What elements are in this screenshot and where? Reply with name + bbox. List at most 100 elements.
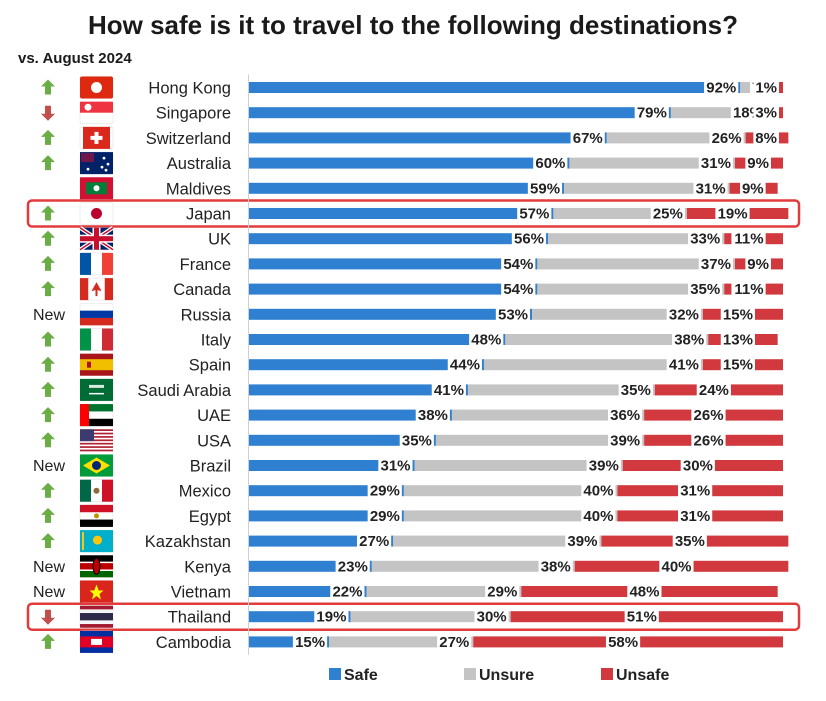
data-label-unsafe-japan: 19%: [718, 206, 748, 223]
flag-mexico-icon: [79, 479, 114, 502]
bar-safe-cambodia: [249, 636, 330, 648]
data-label-unsure-spain: 41%: [669, 357, 699, 374]
data-label-background: [659, 556, 694, 577]
bar-unsure-spain: [483, 359, 703, 371]
bar-safe-italy: [249, 334, 506, 345]
data-label-background: [447, 354, 482, 375]
country-label-kazakhstan: Kazakhstan: [145, 533, 231, 551]
data-label-background: [698, 253, 733, 274]
flag-spain-icon: [79, 353, 114, 376]
country-label-egypt: Egypt: [189, 508, 232, 526]
bar-safe-switzerland: [249, 132, 607, 144]
data-label-background: [501, 279, 536, 300]
data-label-safe-thailand: 19%: [316, 609, 346, 626]
data-label-background: [367, 505, 402, 526]
data-label-background: [586, 455, 621, 476]
arrow-up-icon: [41, 533, 55, 549]
country-label-france: France: [180, 256, 231, 274]
legend-swatch-unsure: [464, 668, 476, 680]
data-label-background: [607, 430, 643, 451]
data-label-background: [672, 531, 707, 552]
chart-title: How safe is it to travel to the followin…: [87, 10, 739, 40]
data-label-unsafe-australia: 9%: [747, 155, 769, 172]
flag-canada-icon: [79, 277, 114, 301]
data-label-safe-brazil: 31%: [381, 458, 411, 475]
country-label-uae: UAE: [197, 407, 231, 425]
highlight-box-thailand: [26, 602, 801, 631]
data-label-safe-kenya: 23%: [338, 558, 368, 575]
data-label-background: [678, 480, 713, 501]
data-label-unsure-usa: 39%: [610, 432, 640, 449]
data-label-unsure-kenya: 38%: [541, 558, 571, 575]
country-label-italy: Italy: [201, 332, 232, 350]
data-label-background: [469, 329, 504, 350]
data-label-background: [704, 77, 739, 98]
flag-hong-kong-icon: [79, 76, 114, 99]
bar-safe-japan: [249, 208, 554, 219]
data-label-background: [511, 228, 547, 249]
data-label-background: [570, 127, 605, 148]
data-label-safe-kazakhstan: 27%: [359, 533, 389, 550]
data-label-background: [292, 631, 328, 652]
data-label-background: [740, 178, 766, 199]
bar-safe-spain: [249, 359, 484, 371]
bar-unsure-france: [537, 258, 735, 270]
arrow-down-icon: [41, 105, 55, 121]
data-label-background: [527, 178, 563, 199]
flag-switzerland-icon: [79, 126, 114, 150]
flag-brazil-icon: [79, 454, 114, 477]
data-label-unsafe-kenya: 40%: [662, 558, 692, 575]
data-label-unsafe-hong-kong: 1%: [755, 80, 777, 97]
data-label-unsafe-uae: 26%: [694, 407, 724, 424]
data-label-safe-vietnam: 22%: [332, 584, 362, 601]
bar-unsure-uae: [451, 409, 645, 421]
flag-uae-icon: [79, 403, 114, 427]
legend-label-unsafe: Unsafe: [616, 667, 669, 684]
country-label-hong-kong: Hong Kong: [148, 80, 231, 98]
data-label-background: [501, 253, 536, 274]
bar-unsure-maldives: [564, 182, 730, 194]
flag-japan-icon: [79, 202, 114, 225]
bar-unsure-egypt: [403, 510, 618, 522]
data-label-background: [335, 556, 370, 577]
bar-unsure-switzerland: [606, 132, 746, 144]
data-label-unsure-japan: 25%: [653, 206, 683, 223]
country-label-mexico: Mexico: [179, 483, 231, 501]
data-label-background: [607, 405, 643, 426]
data-label-unsafe-russia: 15%: [723, 306, 753, 323]
data-label-unsafe-switzerland: 8%: [755, 130, 777, 147]
country-label-vietnam: Vietnam: [171, 584, 231, 602]
data-label-safe-russia: 53%: [498, 306, 528, 323]
country-label-switzerland: Switzerland: [146, 130, 231, 148]
data-label-background: [720, 354, 755, 375]
data-label-background: [696, 379, 731, 400]
data-label-background: [720, 329, 755, 350]
arrow-up-icon: [41, 205, 55, 221]
data-label-unsafe-vietnam: 48%: [629, 584, 659, 601]
flag-france-icon: [79, 252, 114, 276]
data-label-unsafe-thailand: 51%: [627, 609, 657, 626]
bar-safe-usa: [249, 434, 436, 446]
arrow-up-icon: [41, 507, 55, 523]
data-label-safe-cambodia: 15%: [295, 634, 325, 651]
legend-label-unsure: Unsure: [479, 667, 534, 684]
data-label-safe-australia: 60%: [535, 155, 565, 172]
data-label-background: [693, 178, 728, 199]
data-label-safe-france: 54%: [503, 256, 533, 273]
country-label-spain: Spain: [189, 357, 231, 375]
data-label-unsure-australia: 31%: [701, 155, 731, 172]
data-label-background: [698, 153, 733, 174]
data-label-unsure-kazakhstan: 39%: [567, 533, 597, 550]
bar-safe-singapore: [249, 107, 671, 119]
data-label-safe-italy: 48%: [471, 332, 501, 349]
data-label-safe-uae: 38%: [418, 407, 448, 424]
data-label-background: [533, 153, 568, 174]
bar-unsure-canada: [537, 283, 725, 295]
data-label-background: [356, 531, 392, 552]
data-label-unsure-thailand: 30%: [477, 609, 507, 626]
data-label-safe-maldives: 59%: [530, 180, 560, 197]
data-label-unsure-switzerland: 26%: [712, 130, 742, 147]
bar-safe-vietnam: [249, 586, 367, 597]
bar-unsure-vietnam: [366, 586, 522, 597]
